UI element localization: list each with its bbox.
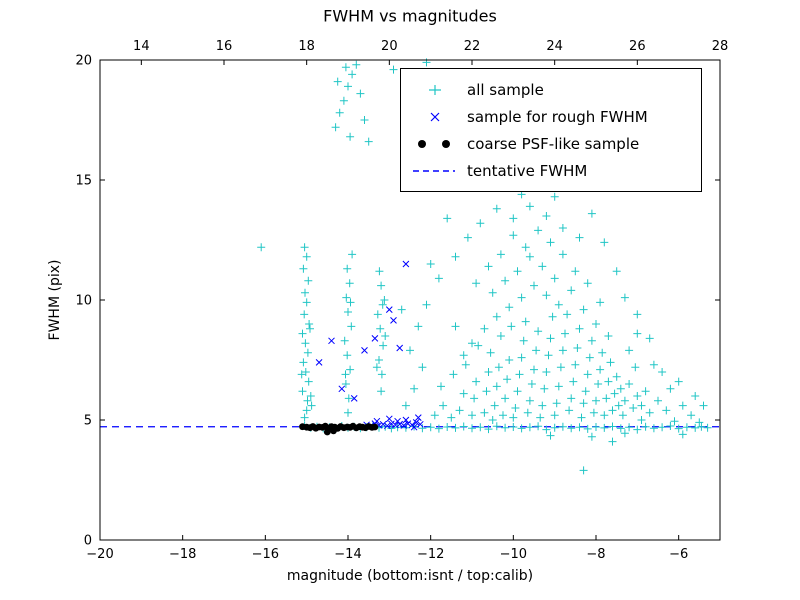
legend-item-all-sample: all sample [411,76,691,103]
legend-label: all sample [467,80,544,99]
x-tick-label: −8 [586,547,605,562]
y-tick-label: 5 [84,414,92,429]
top-tick-label: 26 [629,39,646,54]
x-tick-label: −10 [500,547,527,562]
tick-labels: −20 −18 −16 −14 −12 −10 −8 −6 14 16 18 20 22 24 26 28 0 5… [75,39,728,562]
top-tick-label: 28 [712,39,729,54]
legend: all sample sample for rough FWHM coarse … [400,68,702,192]
x-tick-label: −14 [334,547,361,562]
top-tick-label: 14 [133,39,150,54]
top-tick-label: 20 [381,39,398,54]
legend-item-coarse-psf: coarse PSF-like sample [411,130,691,157]
x-tick-label: −18 [169,547,196,562]
plus-marker-icon [411,82,457,98]
legend-label: tentative FWHM [467,161,588,180]
tick-marks [99,59,721,541]
circle-marker-icon [411,136,457,152]
y-tick-label: 20 [75,54,92,69]
series-x [315,260,424,431]
x-marker-icon [411,109,457,125]
legend-item-rough-fwhm: sample for rough FWHM [411,103,691,130]
chart-title: FWHM vs magnitudes [323,6,497,26]
series-circle [299,422,379,436]
top-tick-label: 22 [464,39,481,54]
x-tick-label: −12 [417,547,444,562]
x-tick-label: −16 [252,547,279,562]
y-tick-label: 15 [75,174,92,189]
dashed-line-icon [411,163,457,179]
y-tick-label: 0 [84,534,92,549]
x-axis-label: magnitude (bottom:isnt / top:calib) [286,568,534,584]
top-tick-label: 16 [216,39,233,54]
y-axis-label: FWHM (pix) [47,259,63,341]
x-tick-label: −6 [669,547,688,562]
legend-label: coarse PSF-like sample [467,134,640,153]
top-tick-label: 18 [298,39,315,54]
top-tick-label: 24 [546,39,563,54]
legend-item-tentative-fwhm: tentative FWHM [411,157,691,184]
legend-label: sample for rough FWHM [467,107,648,126]
x-tick-label: −20 [86,547,113,562]
y-tick-label: 10 [75,294,92,309]
